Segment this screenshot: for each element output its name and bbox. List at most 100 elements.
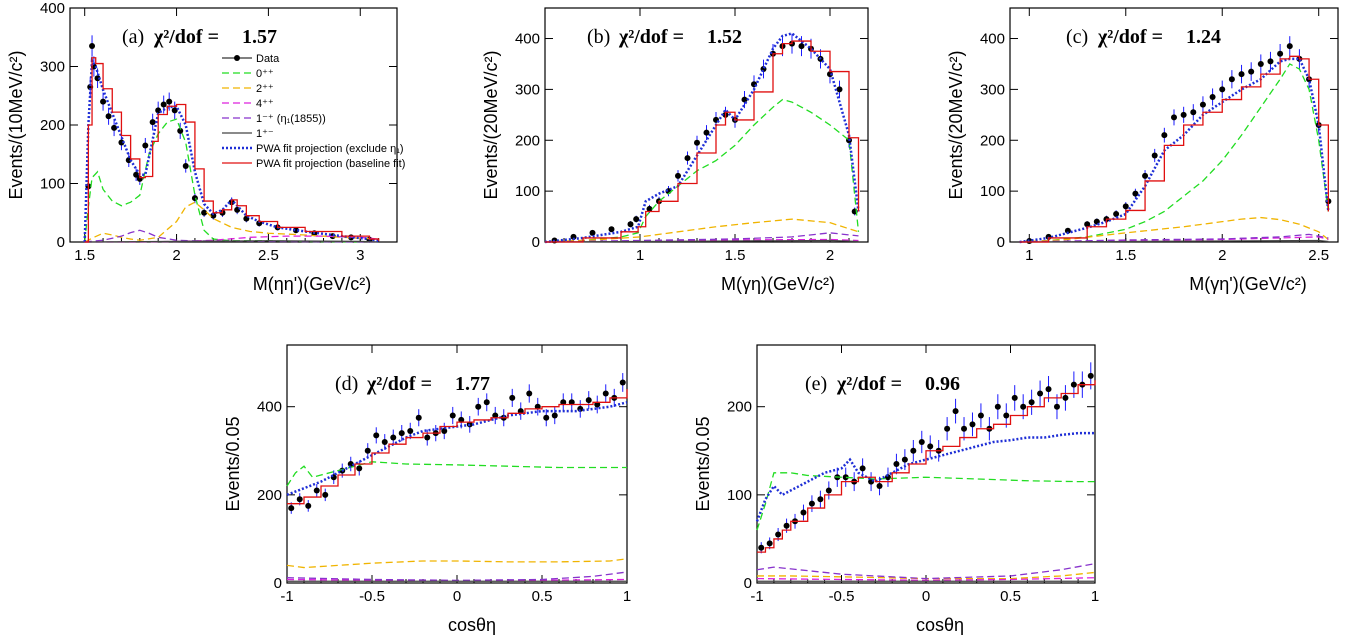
y-axis-label: Events/(20MeV/c²) bbox=[946, 50, 966, 199]
data-point bbox=[1053, 403, 1060, 410]
data-point bbox=[969, 421, 976, 428]
data-point bbox=[534, 403, 541, 410]
y-tick-label: 0 bbox=[532, 234, 540, 251]
legend-entry: PWA fit projection (exclude η₁) bbox=[256, 143, 404, 155]
data-point bbox=[1011, 394, 1018, 401]
chart-panel-a: 1.5 2 2.5 3 0 100 200 300 400 M(ηη')(GeV/c²) Event… bbox=[6, 0, 405, 294]
y-tick-label: 400 bbox=[40, 0, 65, 17]
data-point bbox=[783, 522, 790, 529]
data-point bbox=[398, 430, 405, 437]
data-point bbox=[1180, 111, 1187, 118]
legend-entry: PWA fit projection (baseline fit) bbox=[256, 158, 405, 170]
data-point bbox=[589, 229, 596, 236]
data-point bbox=[1087, 372, 1094, 379]
data-point bbox=[182, 162, 189, 169]
series-c2pp bbox=[84, 201, 379, 243]
data-point bbox=[1257, 60, 1264, 67]
series-pwa_base bbox=[84, 57, 380, 243]
data-point bbox=[1238, 71, 1245, 78]
data-point bbox=[100, 98, 107, 105]
data-point bbox=[364, 447, 371, 454]
data-point bbox=[684, 155, 691, 162]
data-point bbox=[517, 408, 524, 415]
data-point bbox=[627, 221, 634, 228]
y-tick-label: 100 bbox=[727, 487, 752, 504]
data-point bbox=[775, 531, 782, 538]
data-point bbox=[111, 124, 118, 131]
chi-value: 1.24 bbox=[1186, 26, 1221, 48]
data-point bbox=[994, 403, 1001, 410]
series-pwa_excl bbox=[83, 56, 379, 243]
x-tick-label: 2.5 bbox=[1308, 247, 1329, 264]
legend-entry: 2⁺⁺ bbox=[256, 83, 274, 95]
y-axis-label: Events/(10MeV/c²) bbox=[6, 50, 26, 199]
series-c0pp bbox=[1019, 63, 1329, 243]
data-point bbox=[155, 107, 162, 114]
data-point bbox=[1113, 211, 1120, 218]
data-point bbox=[1228, 76, 1235, 83]
chi-value: 1.52 bbox=[707, 26, 742, 48]
chi-value: 1.57 bbox=[242, 26, 277, 48]
data-point bbox=[449, 412, 456, 419]
data-point bbox=[1045, 386, 1052, 393]
y-tick-label: 200 bbox=[257, 487, 282, 504]
x-axis-label: cosθη bbox=[448, 615, 496, 635]
series-pwa_excl bbox=[755, 431, 1095, 522]
x-tick-label: -0.5 bbox=[359, 588, 385, 605]
data-point bbox=[1199, 101, 1206, 108]
y-tick-label: 200 bbox=[980, 132, 1005, 149]
y-tick-label: 100 bbox=[980, 183, 1005, 200]
data-point bbox=[602, 390, 609, 397]
x-tick-label: 1 bbox=[1025, 247, 1033, 264]
data-point bbox=[910, 447, 917, 454]
data-point bbox=[817, 496, 824, 503]
y-tick-label: 0 bbox=[744, 575, 752, 592]
series-pwa_excl bbox=[1019, 57, 1330, 244]
data-point bbox=[381, 438, 388, 445]
chi-label: χ²/dof = bbox=[1097, 26, 1163, 48]
chart-panel-c: 1 1.5 2 2.5 0 100 200 300 400 M(γη')(GeV/c²) Event… bbox=[946, 7, 1339, 294]
panel-label: (d) bbox=[335, 373, 358, 395]
y-axis-label: Events/(20MeV/c²) bbox=[481, 50, 501, 199]
panel-label: (a) bbox=[122, 26, 144, 48]
chi-value: 1.77 bbox=[455, 373, 490, 395]
data-point bbox=[526, 390, 533, 397]
x-tick-label: 0.5 bbox=[1000, 588, 1021, 605]
chi-value: 0.96 bbox=[925, 373, 960, 395]
data-point bbox=[827, 71, 833, 78]
x-axis-label: cosθη bbox=[916, 615, 964, 635]
data-point bbox=[177, 127, 184, 134]
y-tick-label: 200 bbox=[40, 117, 65, 134]
x-tick-label: 1 bbox=[636, 247, 644, 264]
data-point bbox=[1209, 94, 1216, 101]
panel-label: (e) bbox=[805, 373, 827, 395]
data-point bbox=[551, 412, 558, 419]
x-tick-label: 0.5 bbox=[532, 588, 553, 605]
x-tick-label: 1.5 bbox=[725, 247, 746, 264]
series-c0pp bbox=[544, 98, 860, 243]
x-tick-label: -0.5 bbox=[829, 588, 855, 605]
series-c4pp bbox=[544, 238, 859, 243]
data-point bbox=[1064, 227, 1071, 234]
data-point bbox=[808, 500, 815, 507]
series-c2pp bbox=[1019, 216, 1329, 243]
data-point bbox=[475, 403, 482, 410]
y-axis-label: Events/0.05 bbox=[693, 416, 713, 511]
data-point bbox=[842, 474, 849, 481]
series-pwa_base bbox=[757, 380, 1096, 553]
data-point bbox=[568, 399, 575, 406]
x-tick-label: -1 bbox=[280, 588, 293, 605]
y-tick-label: 100 bbox=[40, 176, 65, 193]
series-c4pp bbox=[756, 577, 1096, 582]
data-point bbox=[800, 509, 807, 516]
data-point bbox=[305, 502, 312, 509]
series-pwa_base bbox=[545, 40, 860, 243]
data-point bbox=[1122, 203, 1129, 210]
series-c1mp bbox=[756, 562, 1096, 580]
series-pwa_excl bbox=[544, 32, 860, 244]
chart-panel-d: -1 -0.5 0 0.5 1 0 200 400 cosθη Events/0.05 (d) χ²… bbox=[223, 344, 631, 635]
data-point bbox=[901, 456, 908, 463]
series-c0pp bbox=[84, 118, 361, 243]
x-axis-label: M(γη')(GeV/c²) bbox=[1189, 274, 1306, 294]
